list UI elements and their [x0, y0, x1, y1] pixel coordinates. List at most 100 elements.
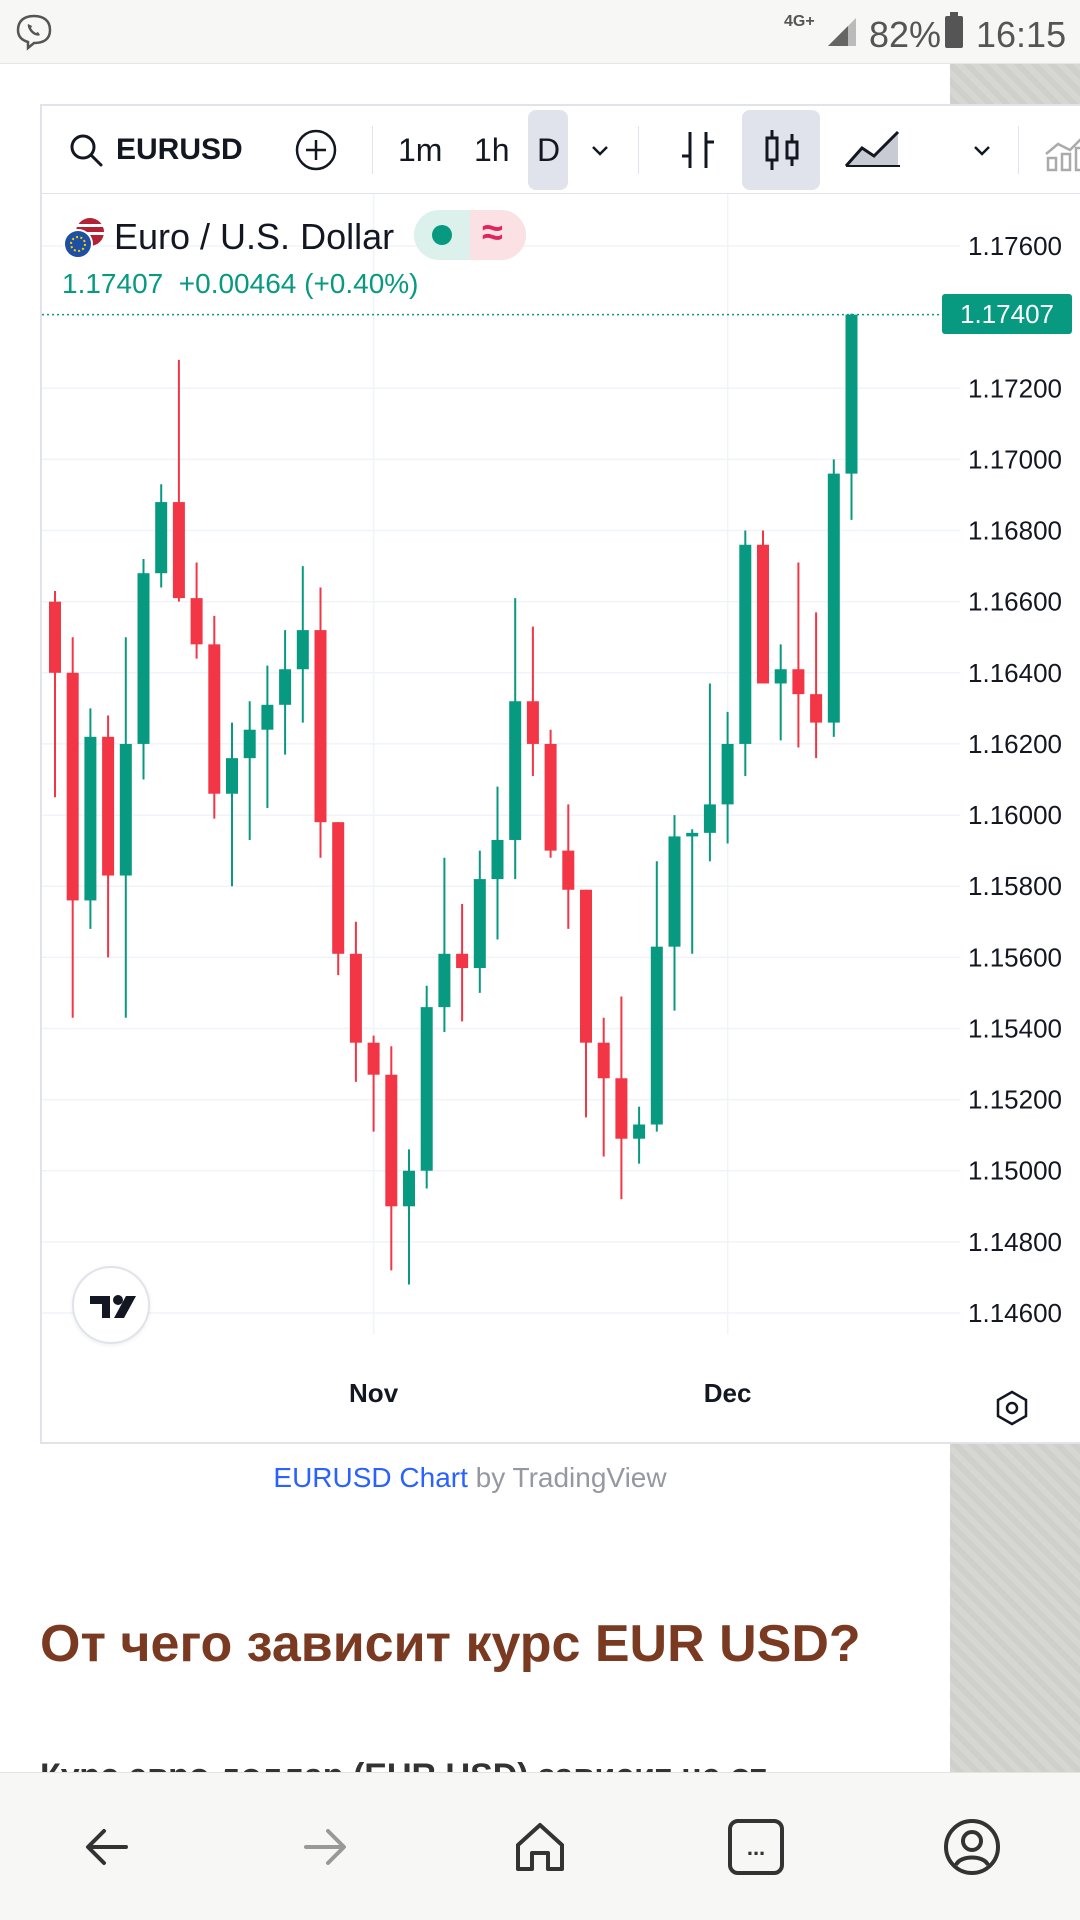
candle-body — [668, 836, 681, 947]
price-chart[interactable]: 1.17600 1.17200 1.17000 1.16800 1.16600 1.164… — [42, 194, 1080, 1444]
candle-body — [119, 743, 132, 876]
interval-1h[interactable]: 1h — [474, 132, 510, 168]
eu-us-flag-icon — [63, 218, 104, 259]
candle-body — [66, 672, 79, 901]
chart-type-selected-bg — [742, 110, 820, 190]
interval-1m[interactable]: 1m — [398, 132, 443, 168]
status-bar: 4G+ 82% 16:15 — [0, 0, 1080, 64]
y-tick-label: 1.16800 — [968, 516, 1062, 546]
candle-body — [49, 601, 61, 673]
candle-body — [456, 953, 469, 969]
y-tick-label: 1.16400 — [968, 658, 1062, 688]
y-tick-label: 1.15000 — [968, 1156, 1062, 1186]
signal-icon — [828, 18, 856, 46]
viber-icon — [16, 14, 52, 51]
y-tick-label: 1.14600 — [968, 1298, 1062, 1328]
candle-body — [332, 822, 345, 954]
y-tick-label: 1.16200 — [968, 729, 1062, 759]
candle-body — [102, 736, 115, 876]
account-icon[interactable] — [934, 1809, 1010, 1885]
candle-body — [367, 1042, 380, 1075]
legend-price-change: 1.17407 +0.00464 (+0.40%) — [62, 268, 419, 299]
candles-icon[interactable] — [758, 126, 806, 174]
chart-attribution: EURUSD Chart by TradingView — [0, 1462, 940, 1494]
indicators-icon[interactable] — [1042, 126, 1080, 174]
search-icon[interactable] — [66, 130, 106, 170]
candle-body — [84, 736, 97, 901]
candle-body — [172, 502, 185, 599]
article-paragraph: Курс евро доллар (EUR USD) зависит не от — [40, 1752, 920, 1774]
browser-bottom-nav: ... — [0, 1772, 1080, 1920]
market-open-dot — [432, 225, 452, 245]
clock: 16:15 — [976, 14, 1067, 55]
candle-body — [845, 314, 858, 474]
attribution-by: by TradingView — [467, 1462, 667, 1493]
candle-body — [721, 743, 734, 805]
battery-icon — [945, 12, 963, 48]
candle-body — [633, 1124, 646, 1139]
tabs-count: ... — [747, 1835, 765, 1860]
candle-body — [261, 704, 274, 730]
candle-body — [615, 1078, 628, 1139]
candle-body — [473, 879, 486, 969]
candle-body — [544, 743, 557, 851]
candle-body — [296, 630, 309, 670]
candle-body — [438, 953, 451, 1008]
add-compare-icon[interactable] — [294, 128, 338, 172]
y-tick-label: 1.17000 — [968, 444, 1062, 474]
tradingview-widget: EURUSD 1m 1h D — [40, 104, 1080, 1444]
candle-body — [314, 630, 327, 823]
candle-body — [509, 701, 522, 840]
chart-toolbar: EURUSD 1m 1h D — [42, 106, 1080, 194]
y-tick-label: 1.17600 — [968, 231, 1062, 261]
y-tick-label: 1.16600 — [968, 587, 1062, 617]
article-heading: От чего зависит курс EUR USD? — [40, 1615, 861, 1673]
tabs-icon[interactable]: ... — [718, 1809, 794, 1885]
candle-body — [686, 832, 699, 837]
candle-body — [526, 701, 539, 744]
bar-chart-icon[interactable] — [674, 126, 722, 174]
chevron-down-icon[interactable] — [588, 138, 612, 162]
chevron-down-icon[interactable] — [970, 138, 994, 162]
y-tick-label: 1.17200 — [968, 373, 1062, 403]
candle-body — [385, 1074, 398, 1207]
back-arrow-icon[interactable] — [70, 1809, 146, 1885]
eurusd-chart-link[interactable]: EURUSD Chart — [273, 1462, 468, 1493]
candle-body — [491, 839, 504, 880]
candle-body — [137, 573, 150, 744]
candle-body — [580, 889, 592, 1043]
candle-body — [208, 644, 221, 794]
candle-body — [792, 669, 805, 695]
delayed-data-icon: ≈ — [482, 212, 503, 254]
x-tick-label: Nov — [349, 1378, 399, 1408]
candle-body — [703, 804, 716, 833]
x-tick-label: Dec — [704, 1378, 752, 1408]
forward-arrow-icon[interactable] — [286, 1809, 362, 1885]
y-tick-label: 1.15400 — [968, 1013, 1062, 1043]
home-icon[interactable] — [502, 1809, 578, 1885]
symbol-title: Euro / U.S. Dollar — [114, 216, 395, 257]
candle-body — [243, 729, 256, 759]
candle-body — [757, 544, 769, 684]
y-tick-label: 1.15200 — [968, 1085, 1062, 1115]
candle-body — [420, 1007, 433, 1171]
candle-body — [190, 598, 203, 645]
interval-selected-bg — [528, 110, 568, 190]
candle-body — [650, 946, 663, 1125]
candle-body — [226, 758, 238, 794]
last-price-tag: 1.17407 — [942, 294, 1072, 334]
area-chart-icon[interactable] — [844, 126, 902, 174]
market-status-pill[interactable]: ≈ — [414, 210, 526, 260]
symbol-search[interactable]: EURUSD — [116, 133, 243, 166]
y-tick-label: 1.16000 — [968, 800, 1062, 830]
y-tick-label: 1.15600 — [968, 942, 1062, 972]
y-tick-label: 1.14800 — [968, 1227, 1062, 1257]
candle-body — [774, 669, 787, 684]
interval-d[interactable]: D — [537, 132, 561, 168]
tradingview-logo[interactable] — [72, 1266, 150, 1344]
candle-body — [279, 669, 292, 705]
candle-body — [155, 502, 168, 574]
chart-settings-icon[interactable] — [992, 1388, 1032, 1428]
candle-body — [562, 850, 575, 890]
y-tick-label: 1.15800 — [968, 871, 1062, 901]
